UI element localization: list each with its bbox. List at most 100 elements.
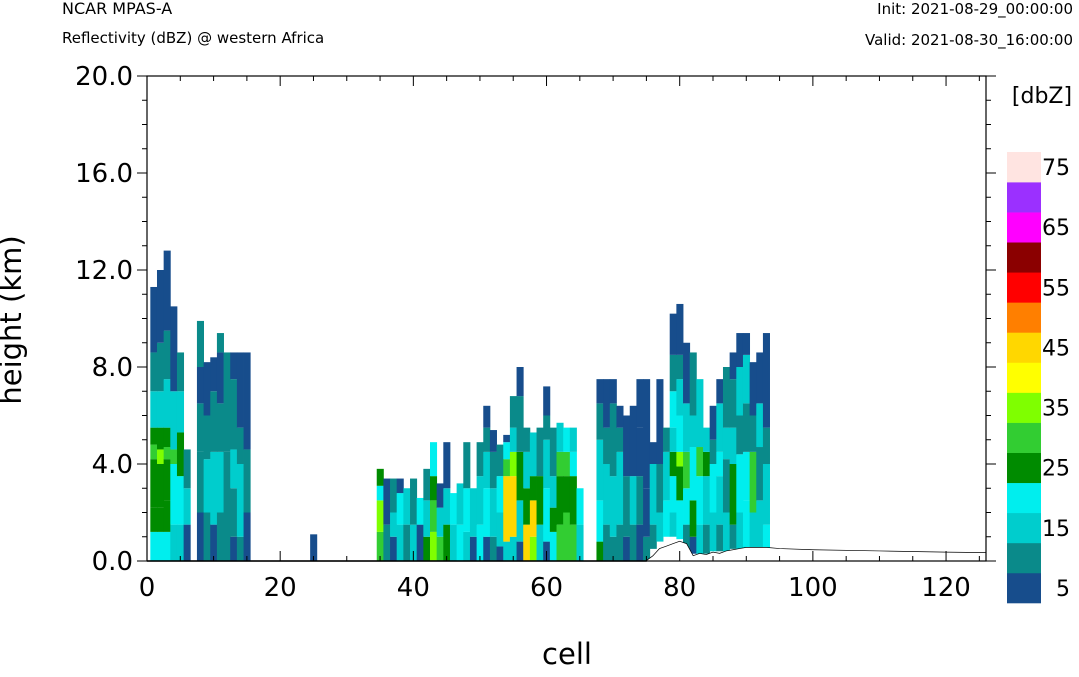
reflectivity-cell [616,405,624,428]
reflectivity-cell [476,476,484,525]
reflectivity-cell [756,403,764,448]
colorbar-label: 55 [1042,276,1070,301]
reflectivity-cell [516,500,524,542]
reflectivity-cell [729,464,737,525]
reflectivity-cell [556,524,564,562]
reflectivity-cell [576,524,584,562]
reflectivity-cell [649,524,657,549]
colorbar-label: 65 [1042,216,1070,241]
reflectivity-cell [163,250,171,331]
reflectivity-cell [203,415,211,460]
reflectivity-cell [443,524,451,562]
reflectivity-cell [643,536,651,561]
reflectivity-cell [609,403,617,477]
reflectivity-cell [716,379,724,404]
y-axis-label: height (km) [0,235,28,404]
reflectivity-cell [623,536,631,561]
reflectivity-cell [196,320,204,367]
reflectivity-cell [203,362,211,416]
reflectivity-cell [676,500,684,540]
reflectivity-cell [509,451,517,477]
reflectivity-cell [230,488,238,537]
reflectivity-cell [150,352,158,392]
reflectivity-cell [150,444,158,460]
reflectivity-cell [742,354,751,404]
reflectivity-cell [603,379,611,428]
reflectivity-cell [722,459,731,513]
colorbar-swatch [1007,572,1041,604]
reflectivity-cell [696,379,704,448]
reflectivity-cell [230,352,238,380]
reflectivity-cell [676,466,684,501]
reflectivity-cell [569,451,577,477]
reflectivity-cell [516,541,524,561]
reflectivity-cell [656,379,664,465]
reflectivity-cell [483,451,491,489]
reflectivity-cell [616,427,624,452]
colorbar-swatch [1007,332,1041,363]
reflectivity-cell [629,524,637,562]
reflectivity-cell [483,488,491,537]
reflectivity-cell [669,391,677,428]
reflectivity-cell [223,451,231,513]
reflectivity-cell [536,524,544,562]
reflectivity-cell [423,500,431,537]
reflectivity-cell [643,379,651,489]
reflectivity-cell [603,464,611,525]
reflectivity-cell [523,427,531,452]
reflectivity-cell [689,352,697,416]
reflectivity-cell [243,449,251,513]
x-tick-label: 120 [921,573,971,603]
y-tick-label: 20.0 [75,62,133,92]
reflectivity-cell [230,536,238,561]
reflectivity-cell [469,536,478,561]
reflectivity-cell [423,536,431,561]
y-axis: 0.0 4.0 8.0 12.0 16.0 20.0 [75,62,996,577]
reflectivity-cell [376,468,384,486]
reflectivity-cell [443,442,451,489]
reflectivity-cell [150,391,158,428]
reflectivity-cell [156,427,165,450]
reflectivity-cell [403,524,411,562]
reflectivity-cell [509,476,517,537]
reflectivity-cell [489,488,497,537]
x-tick-label: 40 [397,573,430,603]
x-tick-label: 20 [264,573,297,603]
reflectivity-cell [449,524,458,562]
reflectivity-cell [549,507,557,532]
reflectivity-cell [543,415,551,440]
reflectivity-cell [669,476,677,513]
reflectivity-cell [609,536,617,561]
reflectivity-cell [410,478,418,525]
reflectivity-cell [496,444,504,477]
reflectivity-cell [509,427,517,452]
reflectivity-cell [483,405,491,428]
reflectivity-cell [543,439,551,489]
reflectivity-cell [236,464,244,537]
reflectivity-cell [156,342,165,392]
reflectivity-cell [376,485,384,501]
reflectivity-cell [663,427,671,452]
reflectivity-cell [430,500,438,532]
reflectivity-cell [456,483,464,525]
reflectivity-cell [709,439,717,464]
reflectivity-cell [762,524,770,549]
reflectivity-cell [230,449,238,489]
reflectivity-cell [756,500,764,549]
colorbar-swatch [1007,482,1041,514]
reflectivity-cell [603,524,611,562]
reflectivity-cell [170,524,178,562]
reflectivity-cell [749,451,757,513]
reflectivity-cell [529,536,537,561]
terrain-fill [147,541,986,561]
colorbar-label: 15 [1042,517,1070,542]
reflectivity-cell [729,379,737,428]
reflectivity-cell [203,512,211,561]
reflectivity-cell [150,459,158,508]
reflectivity-cell [463,442,471,489]
reflectivity-cell [516,367,524,397]
reflectivity-cell [489,430,497,452]
reflectivity-cell [483,536,491,561]
reflectivity-cell [150,286,158,353]
valid-time: Valid: 2021-08-30_16:00:00 [864,31,1073,49]
